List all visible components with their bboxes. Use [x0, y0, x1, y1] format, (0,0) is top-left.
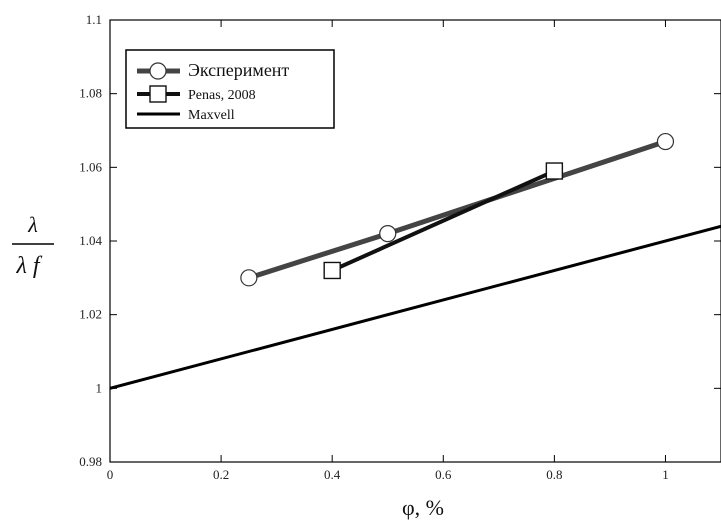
legend-label-0: Эксперимент — [188, 60, 289, 80]
y-tick-label: 0.98 — [79, 454, 102, 469]
x-tick-label: 0.6 — [435, 467, 452, 482]
data-point-square — [545, 162, 564, 180]
x-tick-label: 1 — [662, 467, 669, 482]
y-tick-label: 1.1 — [86, 12, 102, 27]
legend-marker-square — [149, 85, 167, 103]
data-point-circle — [240, 269, 258, 287]
y-axis-label-denominator: λ f — [15, 253, 42, 279]
x-tick-label: 0.2 — [213, 467, 229, 482]
x-tick-label: 0 — [107, 467, 114, 482]
y-tick-label: 1.06 — [79, 159, 102, 174]
series-line-2 — [109, 224, 721, 390]
legend-marker-circle — [149, 62, 167, 80]
legend-label-2: Maxvell — [188, 108, 235, 123]
data-point-circle — [656, 132, 675, 151]
y-tick-label: 1 — [96, 380, 103, 395]
x-axis-label: φ, % — [402, 495, 444, 520]
legend-label-1: Penas, 2008 — [188, 88, 256, 103]
data-point-circle — [379, 225, 397, 243]
legend: Эксперимент Penas, 2008 Maxvell — [125, 49, 335, 129]
x-tick-label: 0.8 — [546, 467, 562, 482]
y-tick-label: 1.04 — [79, 233, 102, 248]
y-tick-label: 1.02 — [79, 307, 102, 322]
y-axis-label-numerator: λ — [27, 212, 38, 237]
y-axis-label: λ λ f — [12, 212, 54, 279]
axes: 0 0.2 0.4 0.6 0.8 1 0.98 1 1.02 1.04 1.06 1.08 1.1 — [79, 12, 721, 482]
series-layer — [109, 132, 721, 390]
data-point-square — [323, 261, 341, 280]
series-line-1 — [331, 169, 556, 273]
y-tick-label: 1.08 — [79, 86, 102, 101]
x-tick-label: 0.4 — [324, 467, 341, 482]
